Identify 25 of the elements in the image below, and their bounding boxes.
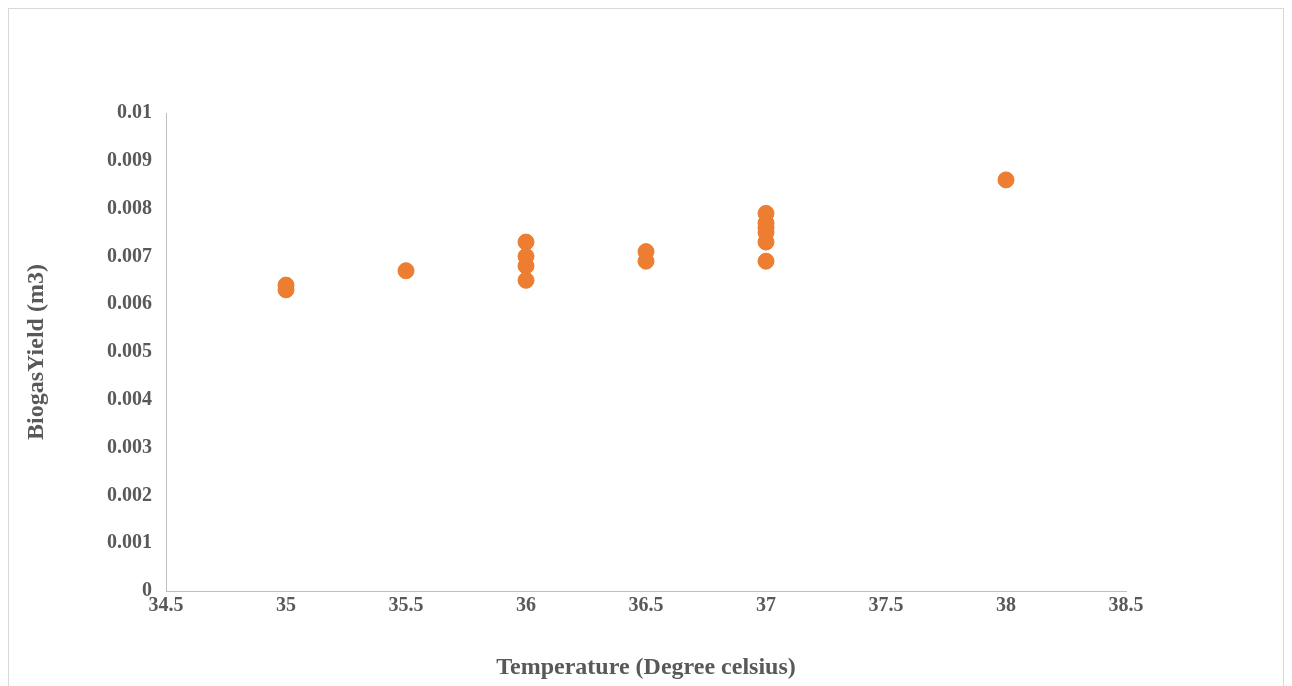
x-tick-label: 35.5 (388, 593, 424, 616)
y-tick-label: 0.005 (107, 339, 152, 362)
point (517, 233, 535, 251)
x-tick-label: 35 (276, 593, 296, 616)
x-tick-label: 37 (756, 593, 776, 616)
y-axis-title: BiogasYield (m3) (21, 264, 48, 440)
y-tick-label: 0.01 (117, 100, 152, 123)
x-tick-label: 38 (996, 593, 1016, 616)
point (517, 271, 535, 289)
y-tick-label: 0.001 (107, 530, 152, 553)
y-tick-label: 0.008 (107, 195, 152, 218)
point (997, 171, 1015, 189)
point (757, 252, 775, 270)
y-tick-label: 0.009 (107, 147, 152, 170)
y-tick-label: 0.002 (107, 482, 152, 505)
y-tick-label: 0.004 (107, 386, 152, 409)
y-tick-label: 0.003 (107, 434, 152, 457)
x-axis-title: Temperature (Degree celsius) (496, 652, 796, 679)
x-tick-label: 38.5 (1108, 593, 1144, 616)
x-tick-label: 36 (516, 593, 536, 616)
y-tick-label: 0.007 (107, 243, 152, 266)
x-tick-label: 36.5 (628, 593, 664, 616)
y-tick-label: 0.006 (107, 291, 152, 314)
point (397, 262, 415, 280)
x-tick-label: 37.5 (868, 593, 904, 616)
